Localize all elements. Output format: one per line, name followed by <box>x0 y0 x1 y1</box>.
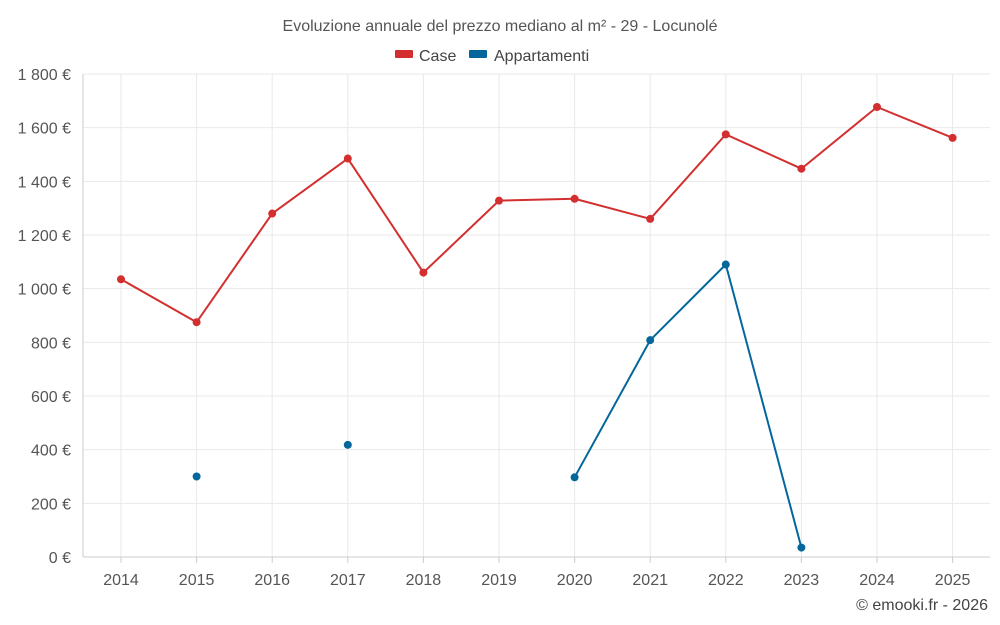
axes: 0 € 200 € 400 € 600 € 800 € 1 000 € 1 200 € 1 4… <box>18 67 990 589</box>
data-point-case-2023[interactable] <box>797 164 806 173</box>
y-tick-label: 800 € <box>31 335 71 352</box>
x-tick-label: 2023 <box>784 572 820 589</box>
data-point-case-2019[interactable] <box>495 196 503 205</box>
x-tick-label: 2014 <box>103 572 139 589</box>
data-point-case-2024[interactable] <box>873 103 881 112</box>
series-appartamenti <box>192 260 806 552</box>
legend-label-appartamenti[interactable]: Appartamenti <box>494 48 589 65</box>
legend-swatch-appartamenti <box>469 50 487 58</box>
series-line-case <box>120 106 953 324</box>
x-tick-label: 2016 <box>254 572 290 589</box>
x-tick-label: 2015 <box>179 572 215 589</box>
legend-label-case[interactable]: Case <box>419 48 456 65</box>
series-line-appartamenti <box>573 263 803 548</box>
y-tick-label: 1 200 € <box>18 228 71 245</box>
data-point-case-2018[interactable] <box>419 268 428 277</box>
y-tick-label: 1 000 € <box>18 282 71 299</box>
data-point-appartamenti-2022[interactable] <box>721 260 730 269</box>
data-point-case-2014[interactable] <box>117 275 125 284</box>
legend: Case Appartamenti <box>395 48 589 65</box>
data-point-case-2015[interactable] <box>192 318 201 327</box>
x-tick-label: 2025 <box>935 572 971 589</box>
data-point-appartamenti-2017[interactable] <box>343 440 352 449</box>
x-tick-label: 2018 <box>406 572 442 589</box>
data-point-case-2022[interactable] <box>721 130 730 139</box>
x-tick-label: 2019 <box>481 572 517 589</box>
grid <box>83 73 990 557</box>
data-point-appartamenti-2021[interactable] <box>646 336 655 345</box>
series-case <box>117 103 957 327</box>
y-tick-label: 1 600 € <box>18 121 71 138</box>
data-point-appartamenti-2023[interactable] <box>797 543 806 552</box>
credit-text: © emooki.fr - 2026 <box>856 597 988 614</box>
series <box>117 103 957 552</box>
data-point-appartamenti-2015[interactable] <box>192 472 201 481</box>
chart-title: Evoluzione annuale del prezzo mediano al… <box>283 18 718 35</box>
data-point-appartamenti-2020[interactable] <box>570 473 579 482</box>
y-tick-label: 200 € <box>31 496 71 513</box>
y-tick-label: 400 € <box>31 443 71 460</box>
y-tick-label: 1 400 € <box>18 174 71 191</box>
x-tick-label: 2024 <box>859 572 895 589</box>
data-point-case-2017[interactable] <box>343 154 352 163</box>
y-tick-label: 1 800 € <box>18 67 71 84</box>
data-point-case-2021[interactable] <box>646 214 655 223</box>
data-point-case-2016[interactable] <box>268 209 277 218</box>
data-point-case-2025[interactable] <box>948 133 957 142</box>
x-tick-label: 2017 <box>330 572 366 589</box>
data-point-case-2020[interactable] <box>570 194 579 203</box>
x-tick-label: 2021 <box>632 572 668 589</box>
y-tick-label: 600 € <box>31 389 71 406</box>
x-tick-label: 2020 <box>557 572 593 589</box>
y-tick-label: 0 € <box>49 550 71 567</box>
x-tick-label: 2022 <box>708 572 744 589</box>
legend-swatch-case <box>395 50 413 58</box>
